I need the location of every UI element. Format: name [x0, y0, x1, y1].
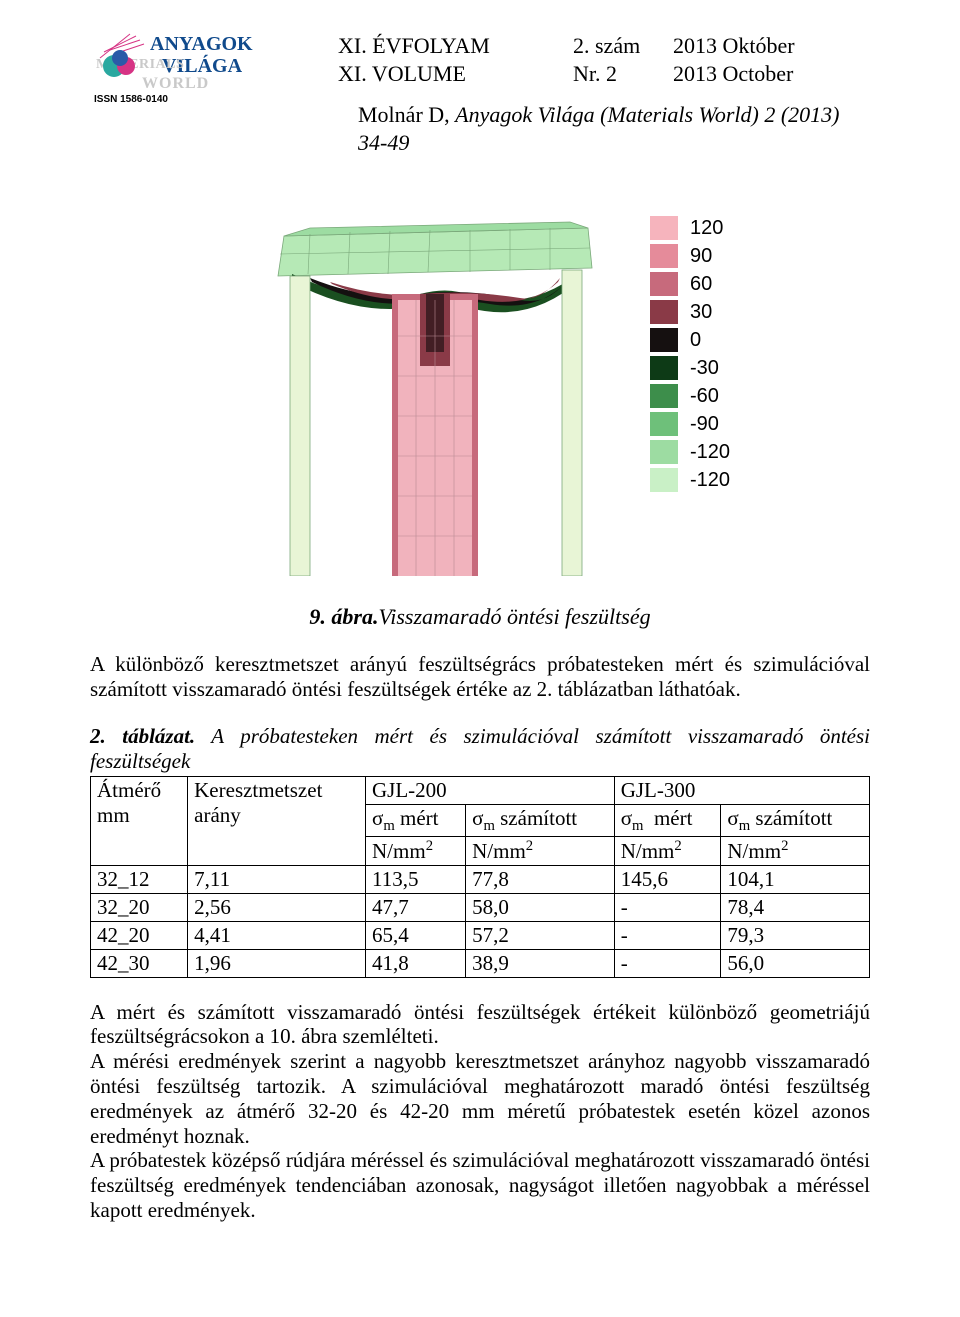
table-cell: 58,0	[466, 893, 615, 921]
legend-item: 120	[650, 216, 730, 240]
color-legend: 120 90 60 30 0 -30 -60 -90 -120 -120	[650, 216, 730, 496]
table-caption: 2. táblázat. A próbatesteken mért és szi…	[90, 724, 870, 774]
legend-label: -120	[690, 441, 730, 464]
table-cell: 7,11	[188, 865, 366, 893]
table-cell: 113,5	[366, 865, 466, 893]
table-cell: 2,56	[188, 893, 366, 921]
legend-label: 90	[690, 245, 712, 268]
table-cell: 42_20	[91, 921, 188, 949]
figure-9: 120 90 60 30 0 -30 -60 -90 -120 -120	[90, 216, 870, 576]
table-title: A próbatesteken mért és szimulációval sz…	[90, 724, 870, 773]
unit-4: N/mm2	[721, 836, 870, 865]
col-ratio: Keresztmetszetarány	[188, 776, 366, 865]
table-cell: 77,8	[466, 865, 615, 893]
table-row: 32_202,5647,758,0-78,4	[91, 893, 870, 921]
legend-item: 60	[650, 272, 730, 296]
table-cell: 42_30	[91, 949, 188, 977]
legend-swatch	[650, 356, 678, 380]
table-cell: 47,7	[366, 893, 466, 921]
legend-swatch	[650, 328, 678, 352]
legend-swatch	[650, 384, 678, 408]
legend-label: 30	[690, 301, 712, 324]
table-cell: 104,1	[721, 865, 870, 893]
table-cell: 145,6	[614, 865, 721, 893]
legend-label: -60	[690, 385, 719, 408]
table-cell: 32_20	[91, 893, 188, 921]
table-cell: 79,3	[721, 921, 870, 949]
unit-1: N/mm2	[366, 836, 466, 865]
svg-text:ANYAGOK: ANYAGOK	[150, 33, 253, 55]
table-cell: -	[614, 949, 721, 977]
unit-3: N/mm2	[614, 836, 721, 865]
table-cell: 57,2	[466, 921, 615, 949]
col-sigma-mert-200: σm mért	[366, 804, 466, 836]
table-cell: 78,4	[721, 893, 870, 921]
table-number: 2. táblázat.	[90, 724, 195, 748]
legend-swatch	[650, 412, 678, 436]
table-cell: 4,41	[188, 921, 366, 949]
col-sigma-mert-300: σm mért	[614, 804, 721, 836]
legend-item: -120	[650, 440, 730, 464]
legend-swatch	[650, 272, 678, 296]
paragraph-4: A próbatestek középső rúdjára méréssel é…	[90, 1148, 870, 1222]
table-row: 42_204,4165,457,2-79,3	[91, 921, 870, 949]
figure-title: Visszamaradó öntési feszültség	[378, 604, 650, 629]
header-text: XI. ÉVFOLYAM 2. szám 2013 Október XI. VO…	[280, 30, 870, 156]
table-cell: 56,0	[721, 949, 870, 977]
paragraph-2: A mért és számított visszamaradó öntési …	[90, 1000, 870, 1050]
issue-en: Nr. 2	[573, 60, 673, 88]
paragraph-3: A mérési eredmények szerint a nagyobb ke…	[90, 1049, 870, 1148]
table-row: 42_301,9641,838,9-56,0	[91, 949, 870, 977]
legend-item: -60	[650, 384, 730, 408]
table-cell: 65,4	[366, 921, 466, 949]
unit-2: N/mm2	[466, 836, 615, 865]
legend-swatch	[650, 244, 678, 268]
volume-hu: XI. ÉVFOLYAM	[338, 32, 573, 60]
paragraph-1: A különböző keresztmetszet arányú feszül…	[90, 652, 870, 702]
table-header-row-1: Átmérőmm Keresztmetszetarány GJL-200 GJL…	[91, 776, 870, 804]
date-en: 2013 October	[673, 60, 793, 88]
legend-swatch	[650, 468, 678, 492]
col-sigma-szam-200: σm számított	[466, 804, 615, 836]
figure-caption: 9. ábra.Visszamaradó öntési feszültség	[90, 604, 870, 630]
date-hu: 2013 Október	[673, 32, 795, 60]
table-cell: 1,96	[188, 949, 366, 977]
legend-label: -120	[690, 469, 730, 492]
legend-label: 120	[690, 217, 723, 240]
svg-text:WORLD: WORLD	[142, 75, 209, 92]
col-diameter: Átmérőmm	[91, 776, 188, 865]
legend-label: -90	[690, 413, 719, 436]
legend-label: -30	[690, 357, 719, 380]
legend-item: 30	[650, 300, 730, 324]
citation-author: Molnár D,	[358, 102, 455, 127]
table-row: 32_127,11113,577,8145,6104,1	[91, 865, 870, 893]
figure-number: 9. ábra.	[309, 604, 378, 629]
results-table: Átmérőmm Keresztmetszetarány GJL-200 GJL…	[90, 776, 870, 978]
col-sigma-szam-300: σm számított	[721, 804, 870, 836]
citation: Molnár D, Anyagok Világa (Materials Worl…	[338, 101, 870, 156]
legend-item: -90	[650, 412, 730, 436]
table-cell: 32_12	[91, 865, 188, 893]
legend-item: -30	[650, 356, 730, 380]
legend-item: -120	[650, 468, 730, 492]
legend-swatch	[650, 300, 678, 324]
legend-swatch	[650, 216, 678, 240]
col-gjl200: GJL-200	[366, 776, 615, 804]
legend-label: 0	[690, 329, 701, 352]
svg-text:ISSN 1586-0140: ISSN 1586-0140	[94, 94, 168, 105]
legend-item: 90	[650, 244, 730, 268]
legend-swatch	[650, 440, 678, 464]
journal-logo: ANYAGOK VILÁGA MATERIALS WORLD ISSN 1586…	[90, 30, 260, 108]
col-gjl300: GJL-300	[614, 776, 869, 804]
table-cell: -	[614, 893, 721, 921]
legend-item: 0	[650, 328, 730, 352]
fem-stress-plot	[270, 216, 600, 576]
table-cell: 41,8	[366, 949, 466, 977]
table-cell: -	[614, 921, 721, 949]
issue-hu: 2. szám	[573, 32, 673, 60]
table-cell: 38,9	[466, 949, 615, 977]
legend-label: 60	[690, 273, 712, 296]
volume-en: XI. VOLUME	[338, 60, 573, 88]
